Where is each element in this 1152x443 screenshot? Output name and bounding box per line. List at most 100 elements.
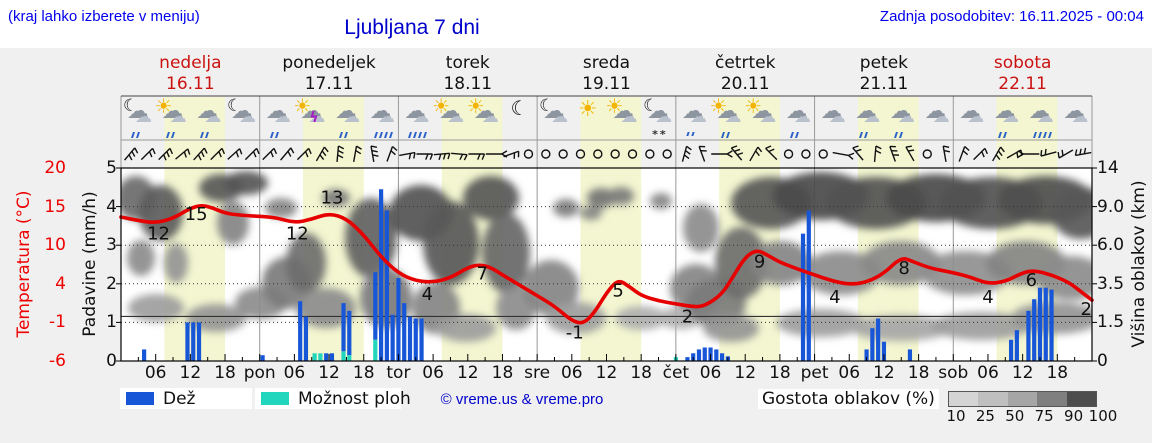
x-axis-hour-label: 06	[699, 363, 722, 383]
cloud-back-icon: ☁	[265, 99, 288, 124]
cloud-scale-segment	[1037, 392, 1067, 406]
cloud-back-icon: ☁	[1063, 99, 1086, 124]
rain-bar	[1008, 339, 1014, 361]
raindrop-icon	[373, 132, 378, 138]
cloud-back-icon: ☁	[369, 99, 392, 124]
wind-calm-icon	[610, 149, 620, 159]
rain-bar	[1014, 330, 1019, 361]
cloud-front-icon: ☁	[759, 107, 777, 127]
cloud-front-icon: ☁	[863, 107, 881, 127]
sun-cloud-rain-icon: ☀ ☁ ☁	[710, 96, 746, 140]
wind-barb-icon	[1040, 151, 1057, 157]
wind-calm-icon	[593, 149, 603, 159]
temperature-line	[119, 204, 1094, 325]
wind-calm-icon	[645, 149, 655, 159]
day-header: torek 18.11	[443, 53, 492, 95]
cloud-front-icon: ☁	[169, 107, 187, 127]
wind-barb-icon	[730, 147, 743, 161]
day-name: četrtek	[714, 53, 776, 73]
day-name: sreda	[582, 53, 631, 73]
cloud-back-icon: ☁	[231, 99, 254, 124]
x-axis-hour-label: 12	[179, 363, 202, 383]
cloud-scale-number: 50	[1005, 407, 1025, 425]
raindrop-icon	[413, 132, 418, 138]
cloud-back-icon: ☁	[196, 99, 219, 124]
wind-barb-icon	[992, 146, 1002, 162]
rain-bar	[907, 349, 913, 361]
cloud-back-icon: ☁	[473, 99, 496, 124]
sun-icon: ☀	[744, 94, 763, 118]
cloud-back-icon: ☁	[681, 99, 704, 124]
sun-icon: ☀	[293, 94, 312, 118]
cloud-back-icon: ☁	[1028, 99, 1051, 124]
cloud-density-label: Gostota oblakov (%)	[758, 389, 939, 409]
rain-bar	[324, 353, 329, 361]
cloud-back-icon: ☁	[716, 99, 739, 124]
wind-barb-icon	[889, 146, 896, 162]
raindrop-icon	[893, 132, 898, 138]
x-axis-hour-label: 12	[1011, 363, 1034, 383]
raindrop-icon	[725, 132, 730, 138]
cloud-icon: ☁ ☁	[1057, 98, 1092, 140]
rain-bar	[396, 278, 401, 361]
x-axis-hour-label: 06	[144, 363, 167, 383]
rain-bar	[870, 328, 875, 361]
rain-bar	[702, 347, 707, 361]
shower-bar	[341, 351, 346, 361]
cloud-rain-icon: ☁ ☁	[190, 98, 225, 140]
cloud-rain-icon: ☁ ☁	[849, 98, 884, 140]
copyright-link[interactable]: © vreme.us & vreme.pro	[440, 391, 604, 408]
x-axis-hour-label: 18	[1046, 363, 1069, 383]
wind-barb-icon	[140, 147, 154, 161]
wind-calm-icon	[541, 149, 551, 159]
moon-icon: ☾	[227, 96, 243, 116]
raindrop-icon	[859, 132, 864, 138]
wind-barbs-row	[123, 145, 1092, 163]
raindrop-icon	[794, 132, 799, 138]
legend-showers-swatch	[261, 392, 289, 405]
x-axis-day-label: tor	[386, 363, 411, 383]
day-date: 18.11	[443, 74, 493, 94]
precip-axis-tick: 5	[106, 158, 117, 178]
cloud-rain-icon: ☁ ☁	[780, 98, 815, 140]
temperature-value-label: 4	[829, 287, 840, 308]
temperature-value-label: 8	[898, 258, 909, 279]
precip-axis-label: Padavine (mm/h)	[80, 191, 100, 337]
legend-showers-label: Možnost ploh	[298, 389, 411, 409]
cloud-scale-number: 10	[946, 407, 966, 425]
rain-bar	[303, 316, 309, 361]
cloud-drizzle-icon: ☁ ☁	[676, 98, 711, 140]
raindrop-icon	[388, 132, 393, 138]
x-axis-hour-label: 18	[491, 363, 514, 383]
cloud-back-icon: ☁	[820, 99, 843, 124]
rain-bar	[373, 272, 378, 340]
wind-barb-icon	[386, 146, 394, 162]
cloud-front-icon: ☁	[932, 107, 950, 127]
wind-barb-icon	[244, 147, 258, 161]
cloud-back-icon: ☁	[924, 99, 947, 124]
raindrop-icon	[344, 132, 349, 138]
x-axis-hour-label: 18	[907, 363, 930, 383]
wind-barb-icon	[681, 146, 688, 162]
rain-bar	[719, 353, 725, 361]
sun-icon: ☀	[154, 94, 173, 118]
cloud-axis-tick: 6.0	[1097, 235, 1125, 256]
day-name: torek	[445, 53, 490, 73]
day-header: sobota 22.11	[994, 53, 1052, 95]
x-axis-day-label: pon	[243, 363, 276, 383]
x-axis-hour-label: 18	[352, 363, 375, 383]
rain-bar	[142, 349, 147, 361]
cloud-back-icon: ☁	[335, 99, 358, 124]
cloud-heavy-rain-icon: ☁ ☁	[398, 98, 433, 140]
cloud-axis-tick: 1.5	[1097, 312, 1125, 333]
cloud-front-icon: ☁	[1001, 107, 1019, 127]
rain-bar	[714, 349, 719, 361]
temperature-axis-label: Temperatura (°C)	[14, 190, 34, 338]
day-name: nedelja	[159, 53, 222, 73]
location-note: (kraj lahko izberete v meniju)	[8, 8, 200, 25]
wind-calm-icon	[783, 149, 794, 159]
wind-barb-icon	[958, 146, 966, 162]
shower-bar	[318, 353, 323, 361]
x-axis-hour-label: 06	[560, 363, 583, 383]
temp-axis-tick: 4	[55, 273, 66, 294]
